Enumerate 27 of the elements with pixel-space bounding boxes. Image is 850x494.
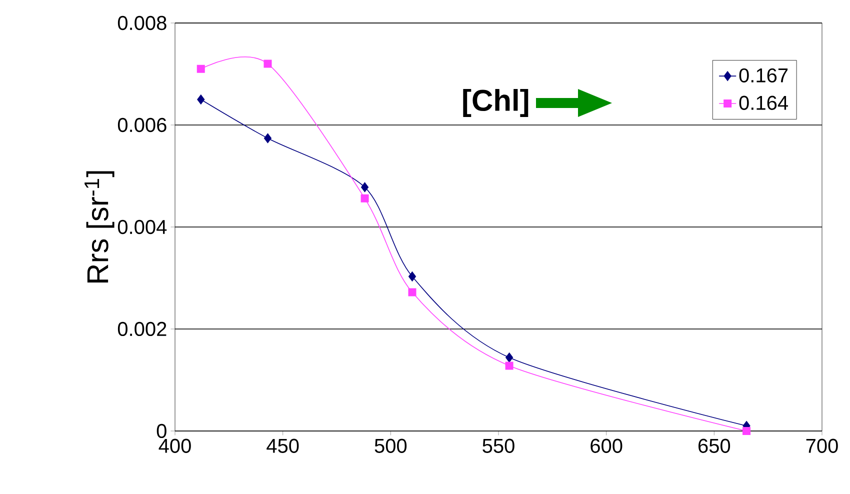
y-tick-label: 0.006 <box>118 118 166 132</box>
point <box>742 426 751 435</box>
x-tick-label: 400 <box>158 438 191 453</box>
x-tick-label: 550 <box>482 438 514 453</box>
y-tick-label: 0 <box>156 424 166 438</box>
legend-label: 0.167 <box>739 68 788 82</box>
point <box>197 94 205 104</box>
point <box>264 133 272 144</box>
x-tick-label: 450 <box>266 438 299 453</box>
legend-label: 0.164 <box>739 96 788 110</box>
x-tick-label: 700 <box>806 438 838 453</box>
point <box>361 182 369 192</box>
point <box>505 362 514 370</box>
y-tick-label: 0.008 <box>118 16 166 30</box>
point <box>506 352 514 362</box>
y-tick-label: 0.002 <box>118 322 166 336</box>
y-axis-title: Rrs [sr$^{-1}$] <box>84 171 114 282</box>
annotation: [Chl] <box>463 89 528 117</box>
x-tick-label: 650 <box>698 438 730 453</box>
x-tick-label: 500 <box>374 438 407 453</box>
x-tick-label: 600 <box>590 438 622 453</box>
point <box>196 64 205 73</box>
point <box>360 194 369 202</box>
point <box>408 272 416 282</box>
y-tick-label: 0.004 <box>118 220 167 234</box>
point <box>264 60 272 68</box>
point <box>408 288 416 296</box>
